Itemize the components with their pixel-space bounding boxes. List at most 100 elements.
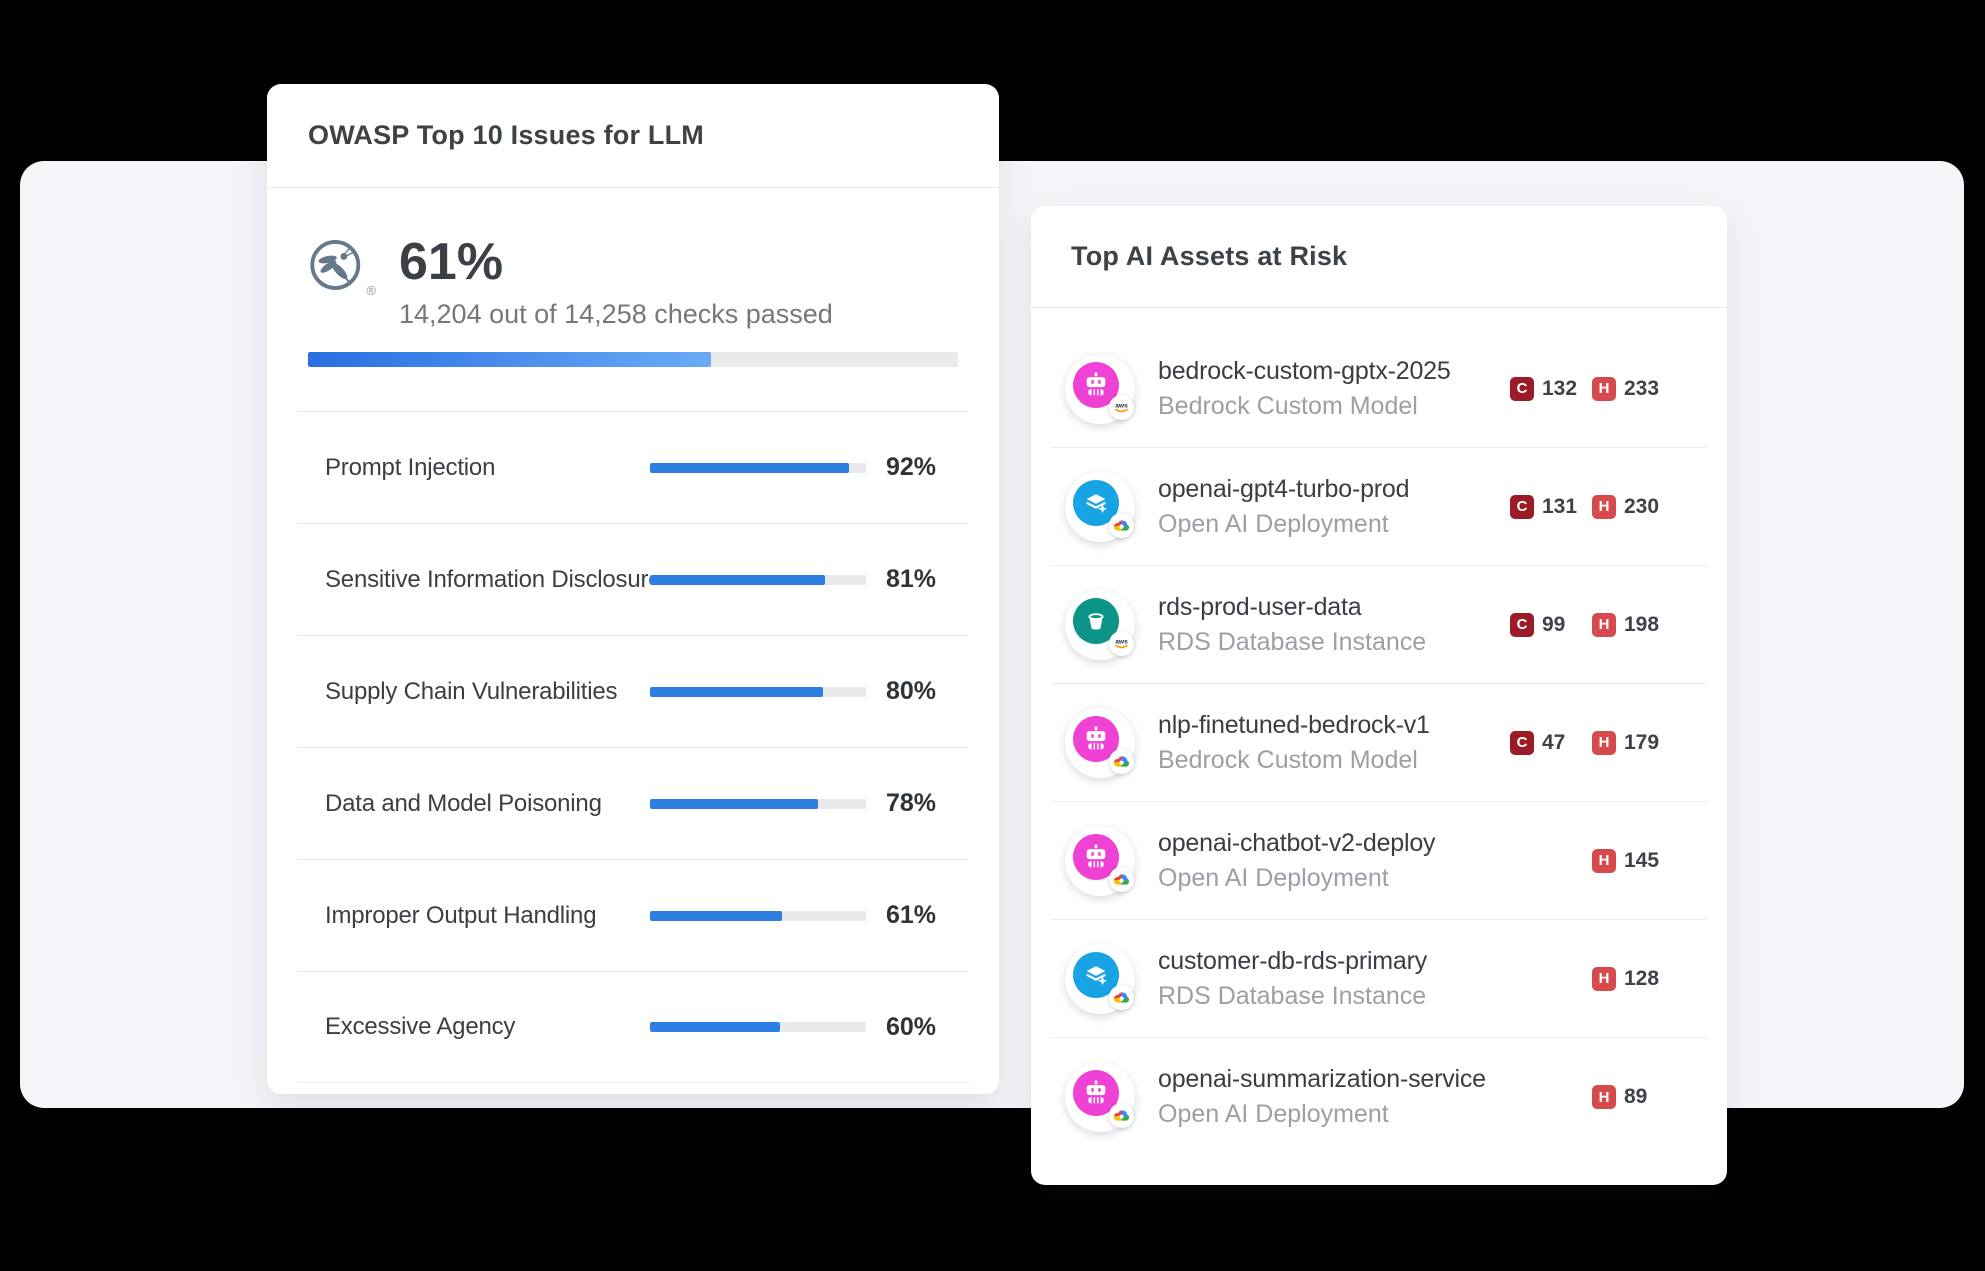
asset-type: RDS Database Instance [1158,627,1427,656]
asset-info: openai-summarization-service Open AI Dep… [1158,1065,1487,1129]
severity-badges: C 131 H 230 [1510,494,1660,519]
asset-row[interactable]: nlp-finetuned-bedrock-v1 Bedrock Custom … [1051,684,1707,802]
high-count-group: H 179 [1592,730,1659,755]
issue-percentage: 81% [885,565,936,593]
asset-info: bedrock-custom-gptx-2025 Bedrock Custom … [1158,357,1487,421]
issue-row[interactable]: Improper Output Handling 61% [297,859,969,971]
critical-badge: C [1510,612,1534,637]
issue-bar-track [650,686,866,697]
asset-row[interactable]: openai-chatbot-v2-deploy Open AI Deploym… [1051,802,1707,920]
critical-count-group: C 132 [1510,376,1578,401]
asset-row[interactable]: aws rds-prod-user-data RDS Database Inst… [1051,566,1707,684]
layers-icon [1086,493,1107,513]
severity-badges: C H 145 [1510,848,1660,873]
asset-name: openai-gpt4-turbo-prod [1158,474,1410,503]
owasp-card-title: OWASP Top 10 Issues for LLM [308,120,704,150]
issue-percentage: 80% [885,677,936,705]
google-cloud-icon [1113,991,1130,1003]
issue-bar-fill [650,910,782,921]
asset-name: bedrock-custom-gptx-2025 [1158,356,1451,385]
assets-list: aws bedrock-custom-gptx-2025 Bedrock Cus… [1051,308,1707,1156]
issue-row[interactable]: Data and Model Poisoning 78% [297,747,969,859]
issue-label: Supply Chain Vulnerabilities [325,677,618,705]
asset-type: Bedrock Custom Model [1158,745,1418,774]
score-subtitle: 14,204 out of 14,258 checks passed [399,299,833,329]
asset-avatar [1065,1062,1135,1132]
asset-name: nlp-finetuned-bedrock-v1 [1158,710,1430,739]
issue-row[interactable]: Excessive Agency 60% [297,971,969,1083]
high-count: 145 [1624,848,1660,872]
asset-avatar [1065,943,1135,1014]
owasp-wasp-logo-icon: ® [308,236,376,298]
issue-label: Sensitive Information Disclosure [325,565,650,593]
high-badge: H [1592,1085,1616,1109]
asset-row[interactable]: customer-db-rds-primary RDS Database Ins… [1051,920,1707,1038]
issue-bar-track [650,910,866,921]
issue-bar-track [650,798,866,809]
critical-count: 47 [1542,730,1566,754]
robot-icon [1086,1080,1106,1104]
high-badge: H [1592,730,1616,755]
asset-type: Open AI Deployment [1158,509,1389,538]
asset-row[interactable]: openai-summarization-service Open AI Dep… [1051,1038,1707,1156]
issue-percentage: 78% [885,789,936,817]
critical-badge: C [1510,376,1534,401]
asset-avatar [1065,825,1135,896]
robot-icon [1086,371,1106,395]
issue-bar-fill [650,1022,780,1032]
high-count-group: H 128 [1592,966,1660,991]
provider-badge [1109,984,1134,1010]
asset-name: openai-chatbot-v2-deploy [1158,828,1436,857]
asset-info: rds-prod-user-data RDS Database Instance [1158,593,1487,657]
issue-bar-fill [650,686,823,697]
provider-badge [1109,748,1134,774]
severity-badges: C 47 H 179 [1510,730,1659,755]
owasp-card-header: OWASP Top 10 Issues for LLM [267,84,999,188]
wasp-icon [310,240,361,290]
aws-icon: aws [1115,639,1128,649]
svg-text:aws: aws [1115,639,1128,646]
high-count-group: H 230 [1592,494,1660,519]
assets-card-title: Top AI Assets at Risk [1071,241,1348,271]
asset-row[interactable]: openai-gpt4-turbo-prod Open AI Deploymen… [1051,448,1707,566]
overall-progress-fill [308,352,711,367]
high-count: 233 [1624,376,1660,400]
asset-type-icon [1073,361,1119,408]
issue-label: Excessive Agency [325,1013,516,1040]
high-count-group: H 198 [1592,612,1659,637]
asset-name: customer-db-rds-primary [1158,946,1428,975]
google-cloud-icon [1113,1110,1130,1121]
critical-count: 131 [1542,494,1578,518]
issue-row[interactable]: Supply Chain Vulnerabilities 80% [297,635,969,747]
critical-badge: C [1510,730,1534,755]
google-cloud-icon [1113,755,1130,767]
critical-count: 132 [1542,376,1578,400]
svg-text:aws: aws [1115,403,1128,410]
asset-info: nlp-finetuned-bedrock-v1 Bedrock Custom … [1158,711,1487,775]
high-count-group: H 145 [1592,848,1660,873]
asset-avatar [1065,707,1135,778]
high-count: 128 [1624,966,1660,990]
high-badge: H [1592,966,1616,991]
overall-progress-bar [308,352,958,367]
layers-icon [1086,965,1107,985]
high-count: 230 [1624,494,1660,518]
issue-label: Prompt Injection [325,453,496,481]
issue-percentage: 60% [885,1012,936,1041]
provider-badge: aws [1109,394,1134,420]
bucket-icon [1088,612,1104,630]
issue-bar-fill [650,462,849,473]
ai-assets-card: Top AI Assets at Risk [1031,206,1727,1185]
owasp-top10-card: OWASP Top 10 Issues for LLM ® [267,84,999,1094]
issue-row[interactable]: Prompt Injection 92% [297,411,969,523]
asset-row[interactable]: aws bedrock-custom-gptx-2025 Bedrock Cus… [1051,330,1707,448]
asset-name: rds-prod-user-data [1158,592,1362,621]
high-badge: H [1592,612,1616,637]
provider-badge [1109,1103,1134,1128]
high-badge: H [1592,494,1616,519]
issue-label: Data and Model Poisoning [325,789,602,817]
asset-type: Bedrock Custom Model [1158,391,1418,420]
issue-row[interactable]: Sensitive Information Disclosure 81% [297,523,969,635]
robot-icon [1086,843,1106,867]
